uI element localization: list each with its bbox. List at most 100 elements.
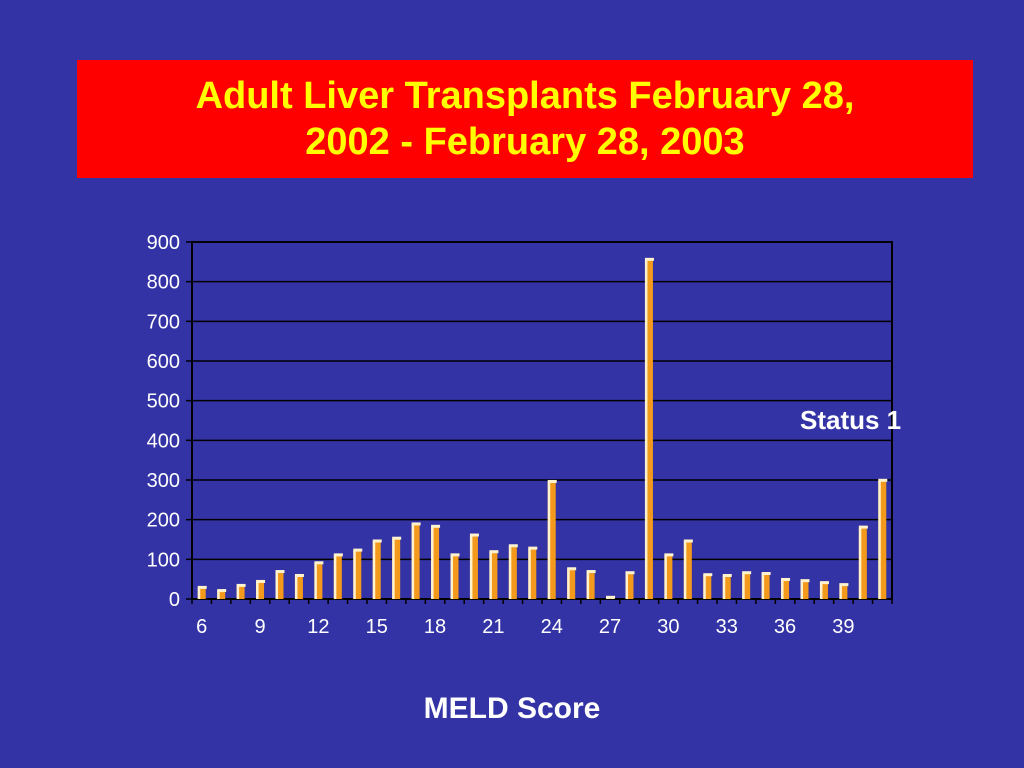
bar-highlight bbox=[411, 524, 415, 599]
bar-7 bbox=[217, 591, 226, 599]
bar-15 bbox=[372, 541, 381, 599]
x-tick-label: 24 bbox=[541, 616, 563, 638]
bar-highlight bbox=[450, 555, 453, 599]
bar-highlight bbox=[217, 591, 220, 599]
bar-23 bbox=[528, 548, 537, 599]
y-tick-label: 700 bbox=[147, 311, 180, 333]
bar-cap bbox=[567, 567, 577, 571]
x-axis-label: MELD Score bbox=[423, 692, 601, 725]
x-tick-label: 18 bbox=[424, 616, 446, 638]
bar-highlight bbox=[567, 569, 570, 599]
bar-20 bbox=[469, 535, 478, 599]
bar-highlight bbox=[586, 572, 590, 599]
bar-cap bbox=[469, 533, 479, 537]
bar-26 bbox=[586, 572, 595, 599]
bar-layer bbox=[197, 257, 888, 599]
bar-highlight bbox=[800, 581, 803, 599]
bar-cap bbox=[528, 546, 538, 550]
bar-cap bbox=[411, 522, 421, 526]
bar-cap bbox=[333, 553, 343, 557]
bar-highlight bbox=[722, 575, 726, 599]
y-tick-label: 800 bbox=[147, 272, 180, 294]
bar-cap bbox=[489, 550, 499, 554]
bar-35 bbox=[761, 574, 770, 599]
chart-title-line-1: Adult Liver Transplants February 28, bbox=[195, 75, 855, 117]
bar-31 bbox=[683, 541, 692, 599]
bar-33 bbox=[722, 575, 731, 599]
bar-highlight bbox=[372, 541, 376, 599]
chart-title: Adult Liver Transplants February 28, 200… bbox=[196, 73, 855, 165]
bar-39 bbox=[839, 585, 848, 599]
bar-12 bbox=[314, 563, 323, 599]
status-1-annotation: Status 1 bbox=[800, 405, 902, 435]
bar-highlight bbox=[664, 555, 667, 599]
bar-cap bbox=[703, 573, 713, 577]
y-tick-label: 400 bbox=[147, 430, 180, 452]
title-box: Adult Liver Transplants February 28, 200… bbox=[77, 60, 973, 178]
y-tick-label: 900 bbox=[147, 232, 180, 254]
bar-highlight bbox=[392, 538, 395, 599]
bar-cap bbox=[256, 579, 266, 583]
bar-highlight bbox=[761, 574, 765, 599]
bar-highlight bbox=[547, 481, 551, 599]
bar-13 bbox=[333, 555, 342, 599]
y-tick-label: 200 bbox=[147, 510, 180, 532]
bar-40 bbox=[858, 527, 867, 599]
bar-status-1 bbox=[878, 480, 887, 599]
bar-highlight bbox=[256, 581, 259, 599]
bar-cap bbox=[683, 539, 693, 543]
x-tick-label: 33 bbox=[716, 616, 738, 638]
bar-25 bbox=[567, 569, 576, 599]
bar-18 bbox=[431, 526, 440, 599]
bar-9 bbox=[256, 581, 265, 599]
bar-highlight bbox=[294, 575, 298, 599]
bar-cap bbox=[586, 570, 596, 574]
bar-cap bbox=[197, 585, 207, 589]
bar-30 bbox=[664, 555, 673, 599]
y-tick-label: 100 bbox=[147, 549, 180, 571]
chart-title-line-2: 2002 - February 28, 2003 bbox=[305, 121, 745, 163]
bar-highlight bbox=[644, 259, 648, 599]
x-tick-label: 6 bbox=[196, 616, 207, 638]
bar-cap bbox=[275, 570, 285, 574]
bar-highlight bbox=[625, 573, 628, 599]
x-tick-label: 36 bbox=[774, 616, 796, 638]
bar-8 bbox=[236, 585, 245, 599]
bar-cap bbox=[353, 548, 363, 552]
bar-highlight bbox=[333, 555, 337, 599]
bar-36 bbox=[781, 579, 790, 599]
bar-highlight bbox=[683, 541, 687, 599]
bar-32 bbox=[703, 575, 712, 599]
bar-34 bbox=[742, 573, 751, 599]
y-tick-label: 500 bbox=[147, 391, 180, 413]
bar-cap bbox=[314, 561, 324, 565]
bar-highlight bbox=[469, 535, 473, 599]
bar-highlight bbox=[781, 579, 784, 599]
bar-cap bbox=[372, 539, 382, 543]
bar-14 bbox=[353, 550, 362, 599]
bar-19 bbox=[450, 555, 459, 599]
bar-highlight bbox=[878, 480, 881, 599]
grid-layer bbox=[191, 241, 893, 600]
bar-highlight bbox=[275, 572, 278, 599]
bar-29 bbox=[644, 259, 653, 599]
bar-37 bbox=[800, 581, 809, 599]
bar-cap bbox=[742, 571, 752, 575]
bar-cap bbox=[294, 573, 304, 577]
bar-cap bbox=[547, 479, 557, 483]
bar-highlight bbox=[353, 550, 356, 599]
bar-11 bbox=[294, 575, 303, 599]
bar-21 bbox=[489, 552, 498, 599]
bar-38 bbox=[819, 583, 828, 599]
bar-24 bbox=[547, 481, 556, 599]
bar-cap bbox=[839, 583, 849, 587]
y-tick-label: 300 bbox=[147, 470, 180, 492]
bar-cap bbox=[606, 595, 616, 599]
plot-area bbox=[191, 241, 893, 600]
bar-highlight bbox=[528, 548, 531, 599]
bar-10 bbox=[275, 572, 284, 599]
bar-highlight bbox=[839, 585, 842, 599]
bar-cap bbox=[431, 524, 441, 528]
x-tick-label: 39 bbox=[832, 616, 854, 638]
